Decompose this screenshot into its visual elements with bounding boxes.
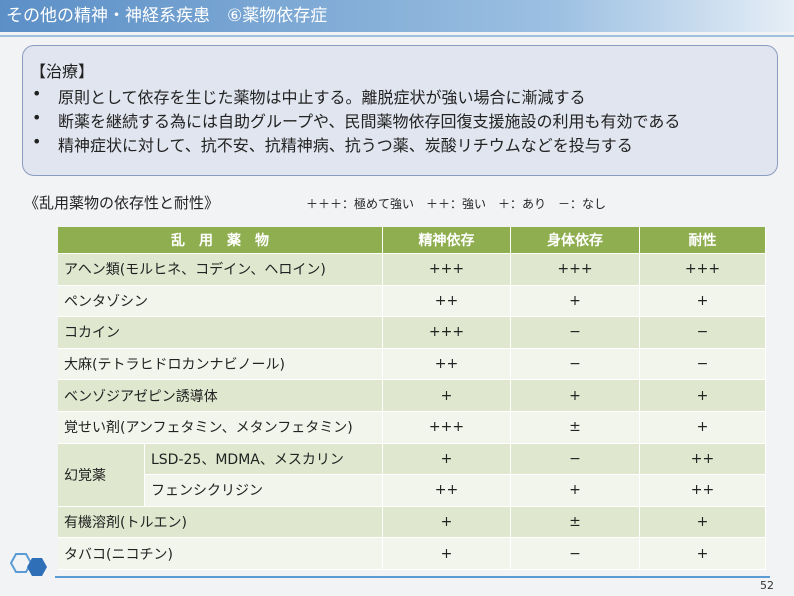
value-cell: +++ <box>383 412 511 444</box>
table-title: 《乱用薬物の依存性と耐性》 <box>24 194 220 212</box>
row-name: アヘン類(モルヒネ、コデイン、ヘロイン) <box>58 254 383 286</box>
row-name: 大麻(テトラヒドロカンナビノール) <box>58 348 383 381</box>
treatment-box <box>22 45 778 176</box>
value-cell: + <box>383 506 511 539</box>
value-cell: ++ <box>383 348 511 381</box>
value-cell: ++ <box>383 475 511 507</box>
group-name: 幻覚薬 <box>58 443 145 507</box>
value-cell: − <box>511 538 640 570</box>
value-cell: + <box>383 380 511 412</box>
bullet: 原則として依存を生じた薬物は中止する。離脱症状が強い場合に漸減する <box>58 88 586 107</box>
legend: ＋＋＋：極めて強い ＋＋：強い ＋：あり －：なし <box>306 197 607 211</box>
row-name: コカイン <box>58 317 383 349</box>
value-cell: +++ <box>511 254 640 286</box>
value-cell: + <box>640 412 766 444</box>
value-cell: + <box>511 475 640 507</box>
divider <box>0 35 794 37</box>
value-cell: + <box>640 380 766 412</box>
header-cell: 身体依存 <box>511 227 640 254</box>
value-cell: + <box>640 506 766 539</box>
value-cell: − <box>511 317 640 349</box>
value-cell: + <box>511 380 640 412</box>
value-cell: +++ <box>383 254 511 286</box>
bullet-dot: • <box>32 108 42 127</box>
footer-line <box>55 576 770 578</box>
value-cell: + <box>640 538 766 570</box>
row-name: ベンゾジアゼピン誘導体 <box>58 380 383 412</box>
value-cell: +++ <box>383 317 511 349</box>
page-number: 52 <box>760 579 774 592</box>
value-cell: + <box>383 538 511 570</box>
title-bar: その他の精神・神経系疾患 ⑥薬物依存症 <box>0 0 794 32</box>
value-cell: − <box>511 348 640 381</box>
logo <box>9 553 47 576</box>
value-cell: − <box>640 317 766 349</box>
bullet-dot: • <box>32 84 42 103</box>
bullet: 断薬を継続する為には自助グループや、民間薬物依存回復支援施設の利用も有効である <box>58 112 681 131</box>
row-name: フェンシクリジン <box>145 475 383 507</box>
value-cell: − <box>640 348 766 381</box>
row-name: 覚せい剤(アンフェタミン、メタンフェタミン) <box>58 412 383 444</box>
row-name: LSD-25、MDMA、メスカリン <box>145 443 383 476</box>
value-cell: ++ <box>383 285 511 318</box>
value-cell: ++ <box>640 443 766 476</box>
row-name: タバコ(ニコチン) <box>58 538 383 570</box>
value-cell: ± <box>511 412 640 444</box>
value-cell: + <box>511 285 640 318</box>
treatment-heading: 【治療】 <box>30 62 95 81</box>
bullet-dot: • <box>32 132 42 151</box>
value-cell: ++ <box>640 475 766 507</box>
value-cell: +++ <box>640 254 766 286</box>
header-cell: 耐性 <box>640 227 766 254</box>
row-name: ペンタゾシン <box>58 285 383 318</box>
header-cell: 精神依存 <box>383 227 511 254</box>
value-cell: − <box>511 443 640 476</box>
value-cell: ± <box>511 506 640 539</box>
value-cell: + <box>640 285 766 318</box>
bullet: 精神症状に対して、抗不安、抗精神病、抗うつ薬、炭酸リチウムなどを投与する <box>58 136 633 155</box>
header-cell: 乱 用 薬 物 <box>58 227 383 254</box>
value-cell: + <box>383 443 511 476</box>
row-name: 有機溶剤(トルエン) <box>58 506 383 539</box>
